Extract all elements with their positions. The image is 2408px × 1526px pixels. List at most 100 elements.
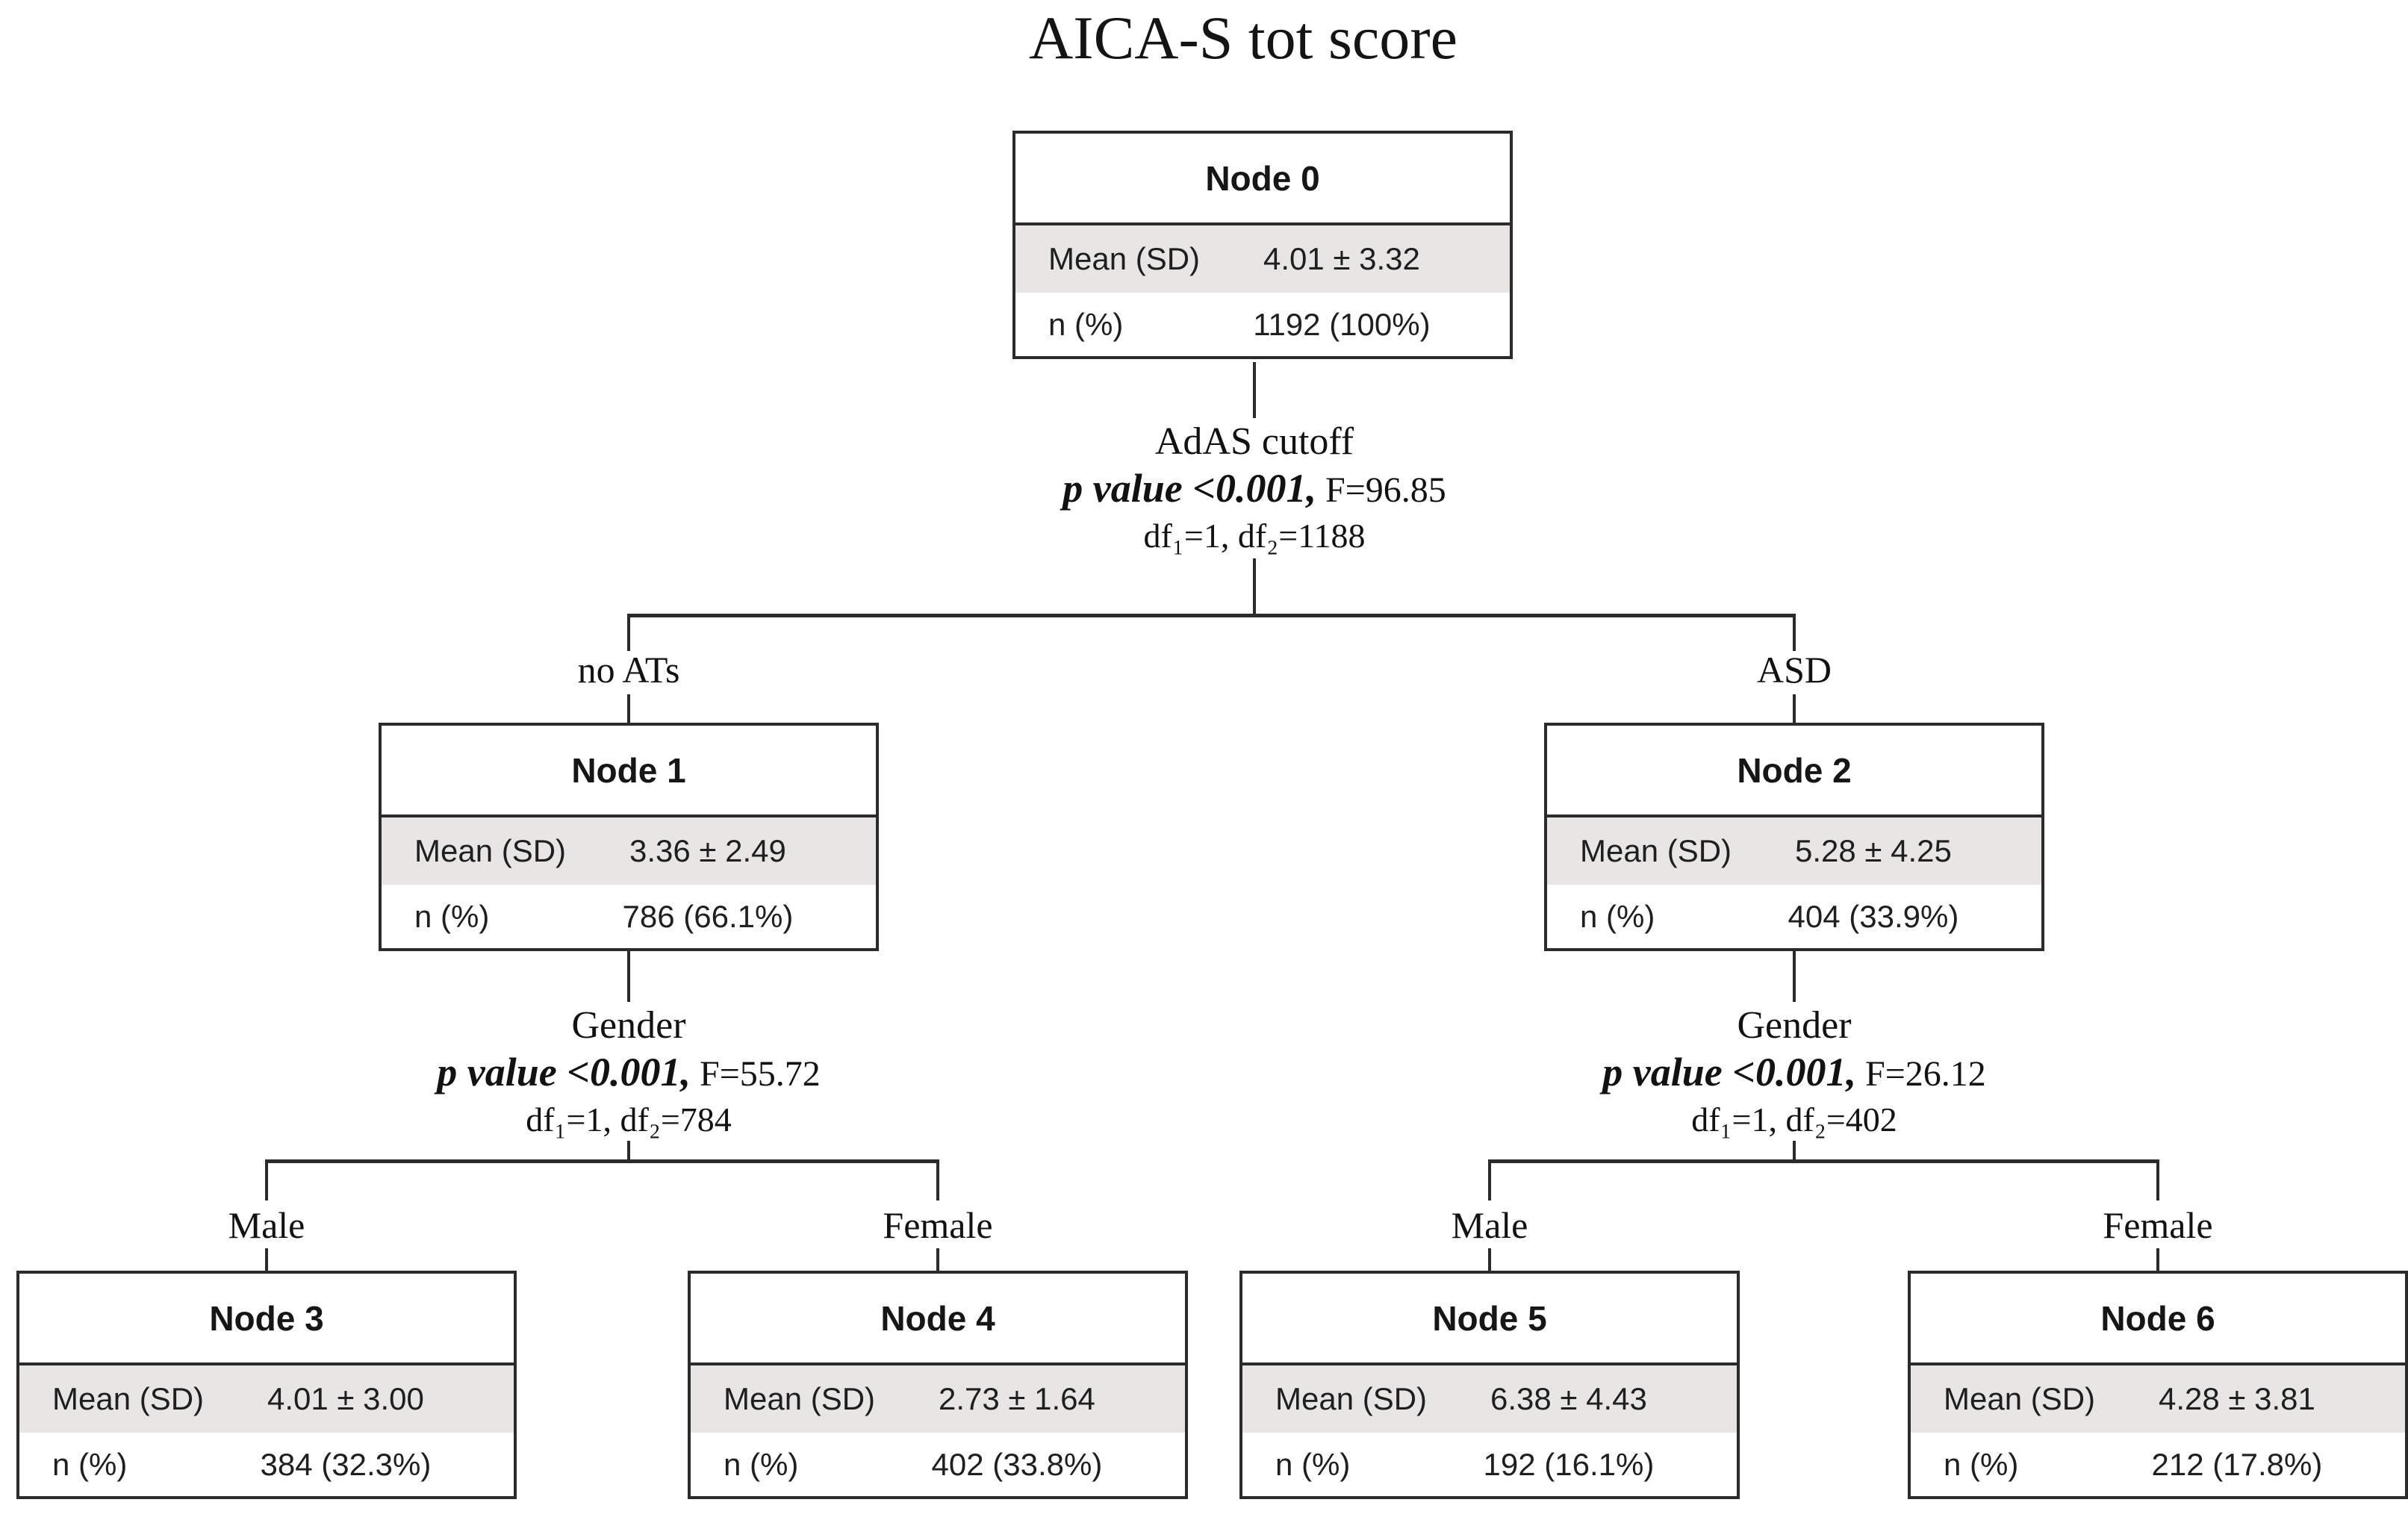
tree-node-4: Node 4 Mean (SD) 2.73 ± 1.64 n (%) 402 (… [688, 1271, 1188, 1499]
node-5-n-value: 192 (16.1%) [1483, 1446, 1655, 1482]
degrees-of-freedom: df₁=1, df₂=1188 [1143, 517, 1366, 555]
node-6-n-row: n (%) 212 (17.8%) [1911, 1433, 2405, 1496]
node-6-n-value: 212 (17.8%) [2151, 1446, 2323, 1482]
node-0-n-value: 1192 (100%) [1253, 306, 1431, 342]
node-6-mean-value: 4.28 ± 3.81 [2158, 1381, 2315, 1416]
node-2-mean-value: 5.28 ± 4.25 [1794, 833, 1952, 868]
connector-line [936, 1248, 939, 1271]
node-5-n-row: n (%) 192 (16.1%) [1242, 1433, 1737, 1496]
branch-label-male-right: Male [1451, 1204, 1528, 1246]
connector-line [1253, 362, 1256, 418]
split-statistics: p value <0.001, F=26.12 [1602, 1048, 1986, 1098]
split-variable: Gender [571, 1004, 686, 1047]
connector-line [936, 1159, 939, 1200]
page-title: AICA-S tot score [1029, 4, 1457, 72]
node-0-mean-value: 4.01 ± 3.32 [1263, 241, 1420, 276]
branch-label-asd: ASD [1756, 649, 1832, 691]
node-1-mean-value: 3.36 ± 2.49 [629, 833, 786, 868]
split-block-node1: Gender p value <0.001, F=55.72 df₁=1, df… [437, 1003, 821, 1142]
mean-row-label: Mean (SD) [1275, 1381, 1428, 1416]
node-6-title: Node 6 [1911, 1274, 2405, 1365]
connector-line [1793, 951, 1796, 1002]
node-0-title: Node 0 [1015, 134, 1510, 225]
connector-line [1793, 694, 1796, 723]
connector-line [1488, 1159, 1491, 1200]
tree-node-2: Node 2 Mean (SD) 5.28 ± 4.25 n (%) 404 (… [1544, 723, 2044, 951]
split-variable: AdAS cutoff [1154, 420, 1354, 463]
degrees-of-freedom: df₁=1, df₂=784 [526, 1100, 732, 1139]
connector-line [627, 1141, 630, 1162]
connector-line [1253, 558, 1256, 617]
node-3-mean-value: 4.01 ± 3.00 [267, 1381, 424, 1416]
node-6-mean-row: Mean (SD) 4.28 ± 3.81 [1911, 1365, 2405, 1433]
n-row-label: n (%) [724, 1446, 799, 1482]
tree-node-5: Node 5 Mean (SD) 6.38 ± 4.43 n (%) 192 (… [1239, 1271, 1740, 1499]
f-statistic: F=26.12 [1864, 1054, 1986, 1094]
tree-node-1: Node 1 Mean (SD) 3.36 ± 2.49 n (%) 786 (… [379, 723, 879, 951]
n-row-label: n (%) [52, 1446, 128, 1482]
node-3-n-value: 384 (32.3%) [260, 1446, 432, 1482]
mean-row-label: Mean (SD) [724, 1381, 876, 1416]
node-1-n-row: n (%) 786 (66.1%) [382, 885, 876, 948]
connector-line [265, 1248, 268, 1271]
tree-node-0: Node 0 Mean (SD) 4.01 ± 3.32 n (%) 1192 … [1012, 131, 1513, 359]
connector-line [1488, 1248, 1491, 1271]
node-5-title: Node 5 [1242, 1274, 1737, 1365]
connector-line [2156, 1159, 2159, 1200]
node-3-n-row: n (%) 384 (32.3%) [19, 1433, 514, 1496]
branch-label-female-left: Female [883, 1204, 993, 1246]
p-value: p value <0.001, [1063, 466, 1316, 511]
connector-line [265, 1159, 939, 1163]
node-2-mean-row: Mean (SD) 5.28 ± 4.25 [1547, 818, 2041, 885]
node-2-n-row: n (%) 404 (33.9%) [1547, 885, 2041, 948]
mean-row-label: Mean (SD) [1944, 1381, 2096, 1416]
connector-line [1488, 1159, 2159, 1163]
split-variable: Gender [1737, 1004, 1852, 1047]
mean-row-label: Mean (SD) [52, 1381, 205, 1416]
n-row-label: n (%) [1275, 1446, 1351, 1482]
split-block-node2: Gender p value <0.001, F=26.12 df₁=1, df… [1602, 1003, 1986, 1142]
node-3-mean-row: Mean (SD) 4.01 ± 3.00 [19, 1365, 514, 1433]
node-5-mean-value: 6.38 ± 4.43 [1490, 1381, 1647, 1416]
split-statistics: p value <0.001, F=55.72 [437, 1048, 821, 1098]
connector-line [627, 694, 630, 723]
node-4-n-value: 402 (33.8%) [931, 1446, 1103, 1482]
node-1-title: Node 1 [382, 726, 876, 818]
node-0-mean-row: Mean (SD) 4.01 ± 3.32 [1015, 225, 1510, 293]
split-block-root: AdAS cutoff p value <0.001, F=96.85 df₁=… [1063, 420, 1446, 558]
mean-row-label: Mean (SD) [1580, 833, 1732, 868]
split-statistics: p value <0.001, F=96.85 [1063, 464, 1446, 514]
n-row-label: n (%) [1048, 306, 1124, 342]
node-4-mean-row: Mean (SD) 2.73 ± 1.64 [691, 1365, 1185, 1433]
node-2-n-value: 404 (33.9%) [1788, 898, 1959, 934]
n-row-label: n (%) [1580, 898, 1655, 934]
mean-row-label: Mean (SD) [414, 833, 567, 868]
mean-row-label: Mean (SD) [1048, 241, 1201, 276]
connector-line [1793, 1141, 1796, 1162]
branch-label-no-ats: no ATs [577, 649, 680, 691]
connector-line [1793, 614, 1796, 651]
node-3-title: Node 3 [19, 1274, 514, 1365]
node-0-n-row: n (%) 1192 (100%) [1015, 293, 1510, 356]
n-row-label: n (%) [1944, 1446, 2019, 1482]
connector-line [265, 1159, 268, 1200]
p-value: p value <0.001, [437, 1050, 691, 1094]
f-statistic: F=55.72 [699, 1054, 821, 1094]
connector-line [627, 951, 630, 1002]
tree-node-6: Node 6 Mean (SD) 4.28 ± 3.81 n (%) 212 (… [1908, 1271, 2408, 1499]
node-4-title: Node 4 [691, 1274, 1185, 1365]
node-4-n-row: n (%) 402 (33.8%) [691, 1433, 1185, 1496]
connector-line [627, 614, 630, 651]
connector-line [2156, 1248, 2159, 1271]
tree-node-3: Node 3 Mean (SD) 4.01 ± 3.00 n (%) 384 (… [16, 1271, 517, 1499]
branch-label-male-left: Male [228, 1204, 305, 1246]
n-row-label: n (%) [414, 898, 490, 934]
branch-label-female-right: Female [2103, 1204, 2213, 1246]
connector-line [627, 614, 1796, 617]
degrees-of-freedom: df₁=1, df₂=402 [1691, 1100, 1897, 1139]
p-value: p value <0.001, [1602, 1050, 1856, 1094]
node-2-title: Node 2 [1547, 726, 2041, 818]
node-5-mean-row: Mean (SD) 6.38 ± 4.43 [1242, 1365, 1737, 1433]
node-4-mean-value: 2.73 ± 1.64 [938, 1381, 1095, 1416]
